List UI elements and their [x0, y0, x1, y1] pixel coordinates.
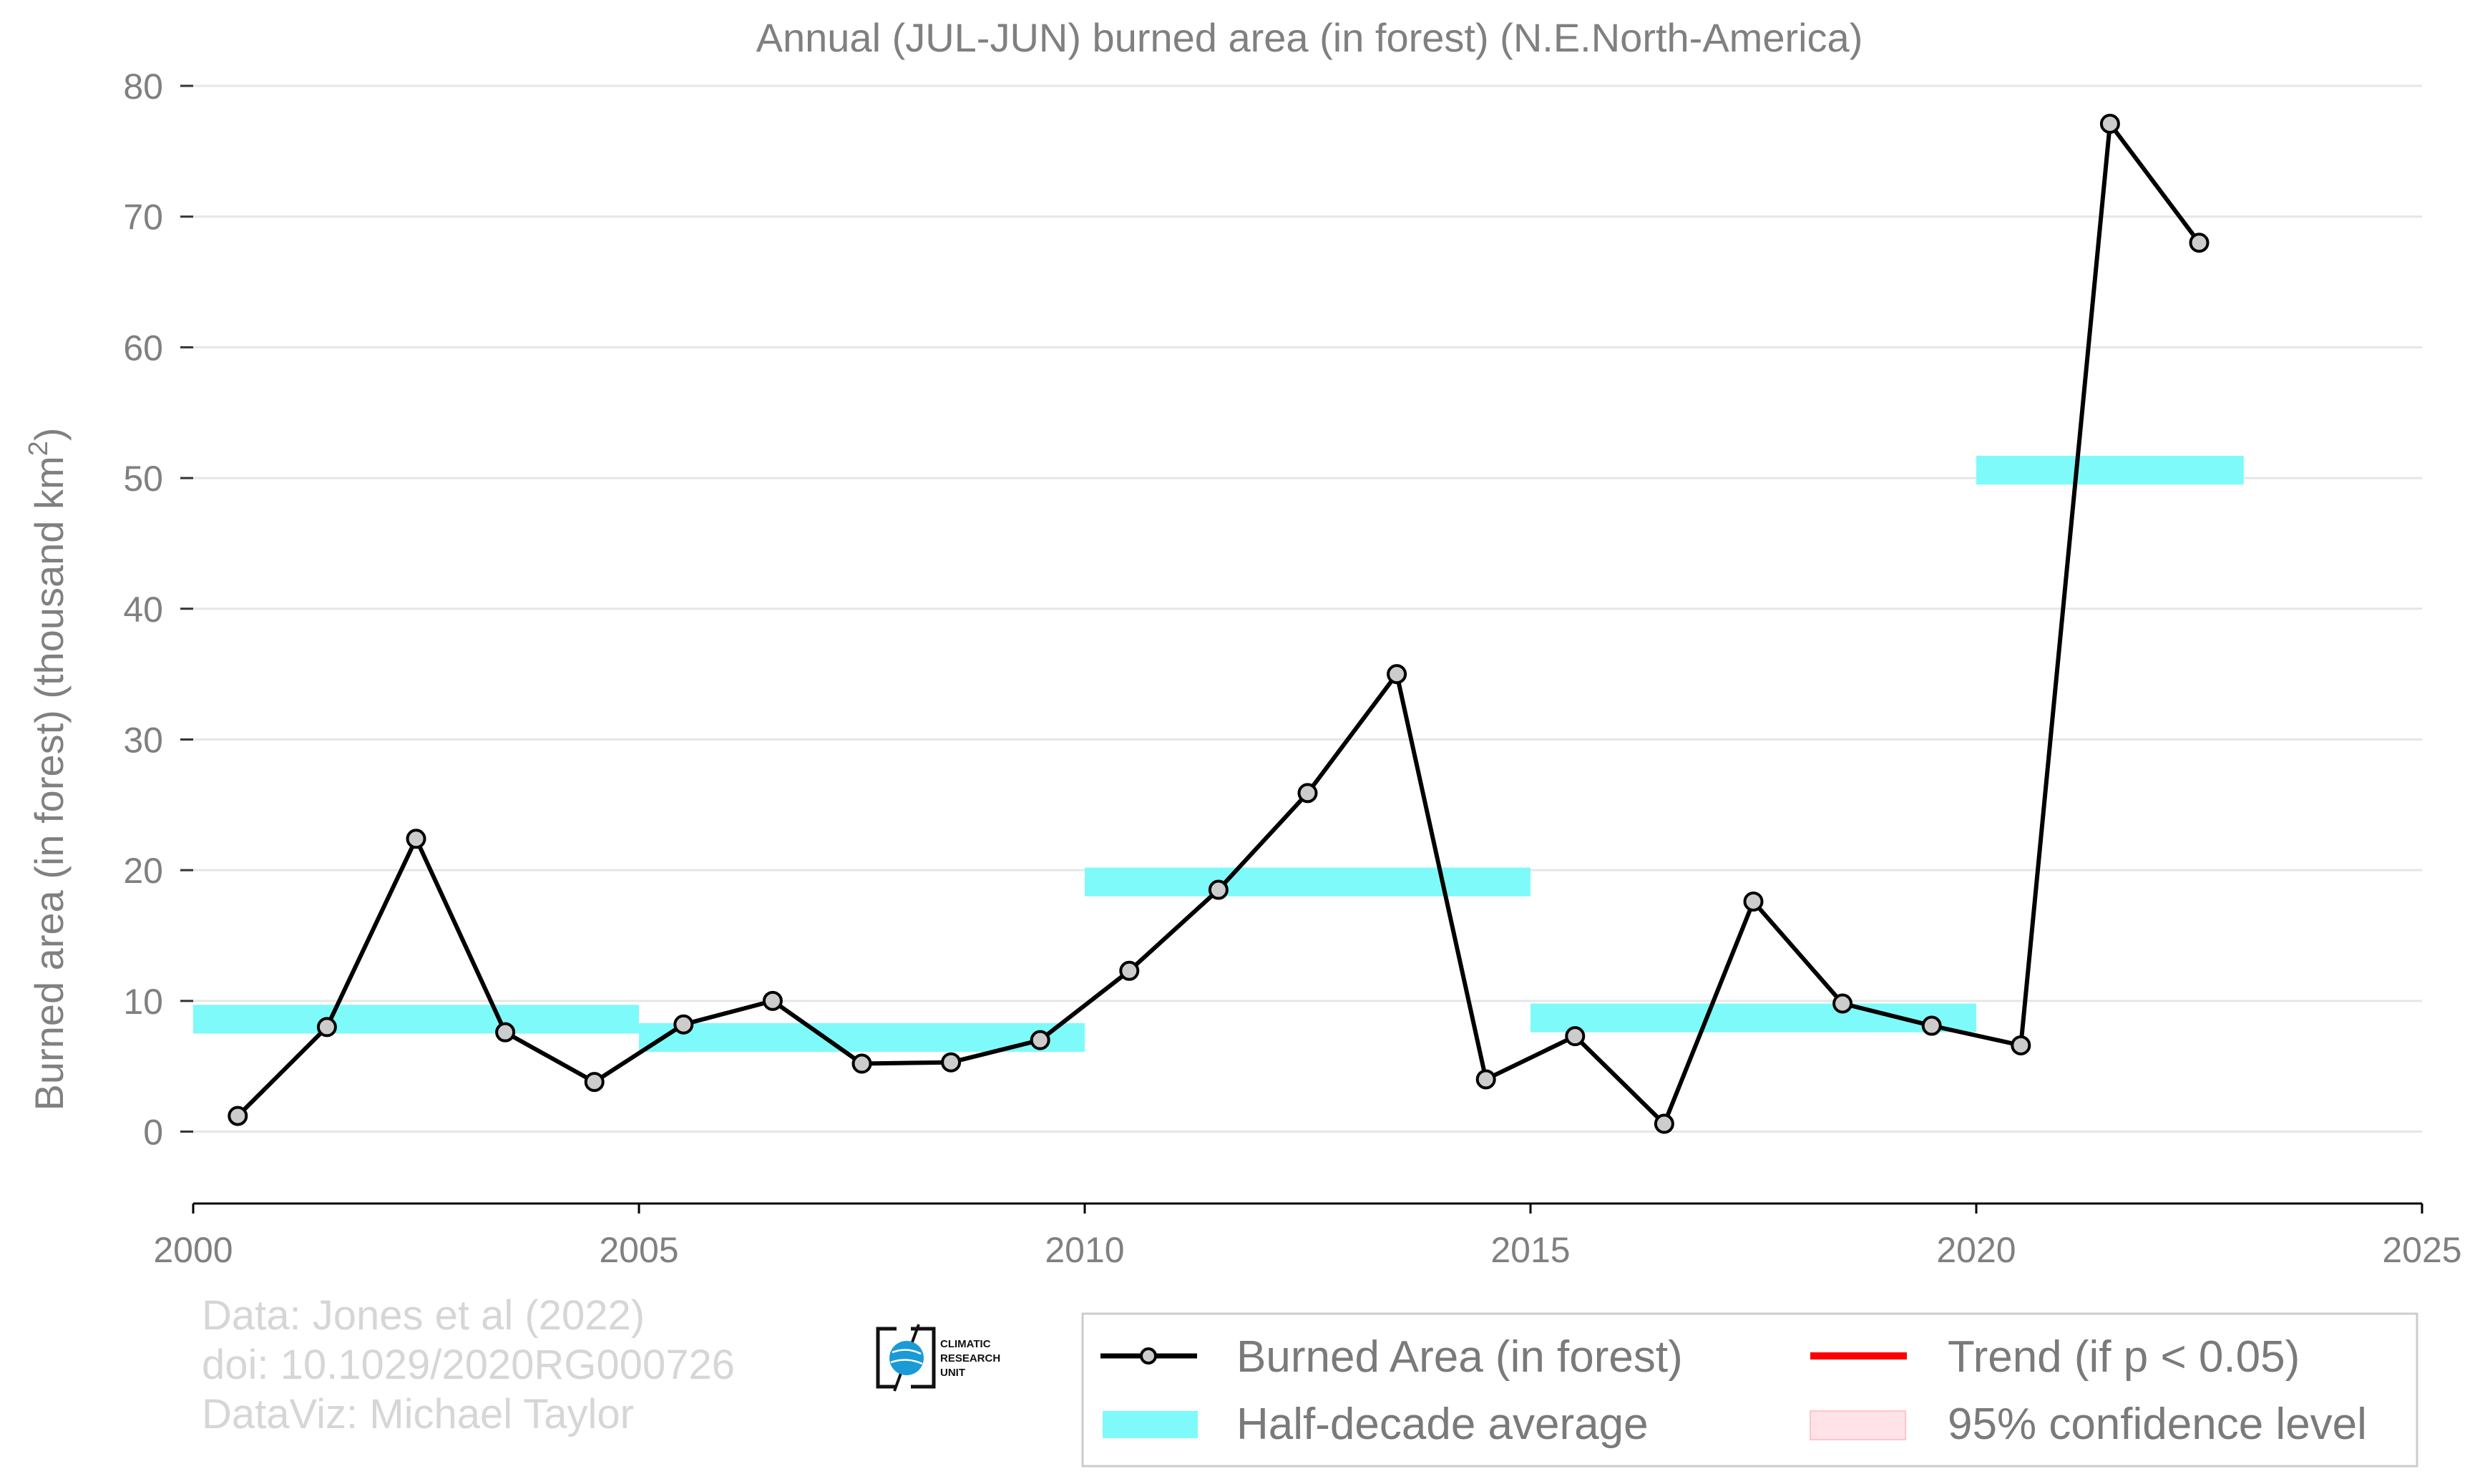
y-tick-label: 60	[123, 328, 163, 368]
legend-burned-area-marker-swatch	[1140, 1347, 1157, 1365]
y-tick-label: 20	[123, 851, 163, 891]
y-axis-label-main: Burned area (in forest) (thousand km	[26, 456, 72, 1110]
half-decade-average-band	[1530, 1003, 1976, 1033]
y-tick-label: 0	[143, 1113, 163, 1153]
half-decade-average-bands	[193, 456, 2244, 1053]
data-point	[1832, 993, 1853, 1014]
burned-area-series-line	[236, 122, 2201, 1126]
y-axis: 0 10 20 30 40 50 60 70 80	[123, 67, 193, 1153]
data-point	[1119, 960, 1140, 981]
legend: Burned Area (in forest) Trend (if p < 0.…	[1081, 1312, 2418, 1468]
data-point	[762, 990, 783, 1011]
y-tick-label: 70	[123, 197, 163, 238]
legend-label-trend: Trend (if p < 0.05)	[1948, 1332, 2300, 1382]
y-tick-label: 50	[123, 459, 163, 499]
data-point	[1208, 879, 1229, 900]
data-point	[1921, 1015, 1942, 1036]
chart-title: Annual (JUL-JUN) burned area (in forest)…	[756, 15, 1863, 60]
legend-half-decade-swatch	[1103, 1411, 1198, 1438]
data-point	[406, 829, 426, 849]
logo-text-unit: UNIT	[940, 1367, 965, 1379]
data-point	[228, 1105, 248, 1126]
cru-logo: CLIMATIC RESEARCH UNIT	[876, 1324, 1000, 1392]
data-point	[1030, 1030, 1050, 1050]
data-point	[584, 1072, 605, 1093]
data-point	[495, 1022, 516, 1043]
data-point	[1475, 1069, 1496, 1090]
x-tick-label: 2025	[2382, 1230, 2461, 1270]
data-point	[941, 1052, 962, 1073]
data-point	[851, 1053, 872, 1074]
legend-label-half-decade: Half-decade average	[1236, 1400, 1649, 1449]
data-point	[2099, 113, 2120, 134]
x-tick-label: 2005	[599, 1230, 678, 1270]
data-point	[2011, 1035, 2031, 1055]
legend-frame	[1081, 1312, 2418, 1468]
logo-text-research: RESEARCH	[940, 1352, 1000, 1365]
y-tick-label: 10	[123, 982, 163, 1022]
credit-dataviz: DataViz: Michael Taylor	[202, 1391, 634, 1437]
globe-icon	[889, 1341, 924, 1375]
y-tick-label: 30	[123, 720, 163, 760]
data-point	[1654, 1113, 1674, 1134]
half-decade-average-band	[1085, 867, 1530, 897]
data-point	[1743, 891, 1764, 912]
y-axis-label-suffix: )	[26, 428, 72, 441]
logo-text-climatic: CLIMATIC	[940, 1338, 991, 1350]
burned-area-series-points	[228, 113, 2210, 1134]
data-point	[1297, 783, 1318, 804]
legend-label-burned-area: Burned Area (in forest)	[1236, 1332, 1683, 1382]
y-axis-label-superscript: 2	[24, 441, 54, 456]
x-tick-label: 2010	[1045, 1230, 1124, 1270]
x-tick-label: 2020	[1936, 1230, 2016, 1270]
y-tick-label: 80	[123, 67, 163, 107]
credit-data-source: Data: Jones et al (2022)	[202, 1292, 645, 1339]
data-point	[1387, 664, 1407, 685]
data-point	[1565, 1026, 1586, 1047]
data-point	[2189, 233, 2210, 253]
legend-confidence-swatch	[1810, 1410, 1906, 1440]
y-tick-label: 40	[123, 590, 163, 630]
half-decade-average-band	[1976, 456, 2244, 485]
data-point	[316, 1017, 337, 1038]
half-decade-average-band	[193, 1005, 639, 1034]
gridlines	[193, 84, 2422, 1133]
legend-label-confidence: 95% confidence level	[1948, 1400, 2367, 1449]
x-axis: 2000 2005 2010 2015 2020 2025	[153, 1202, 2462, 1270]
credits: Data: Jones et al (2022) doi: 10.1029/20…	[202, 1292, 735, 1437]
x-tick-label: 2000	[153, 1230, 233, 1270]
data-point	[673, 1014, 694, 1035]
x-tick-label: 2015	[1490, 1230, 1570, 1270]
credit-doi: doi: 10.1029/2020RG000726	[202, 1342, 735, 1388]
y-axis-label: Burned area (in forest) (thousand km2)	[24, 428, 72, 1111]
